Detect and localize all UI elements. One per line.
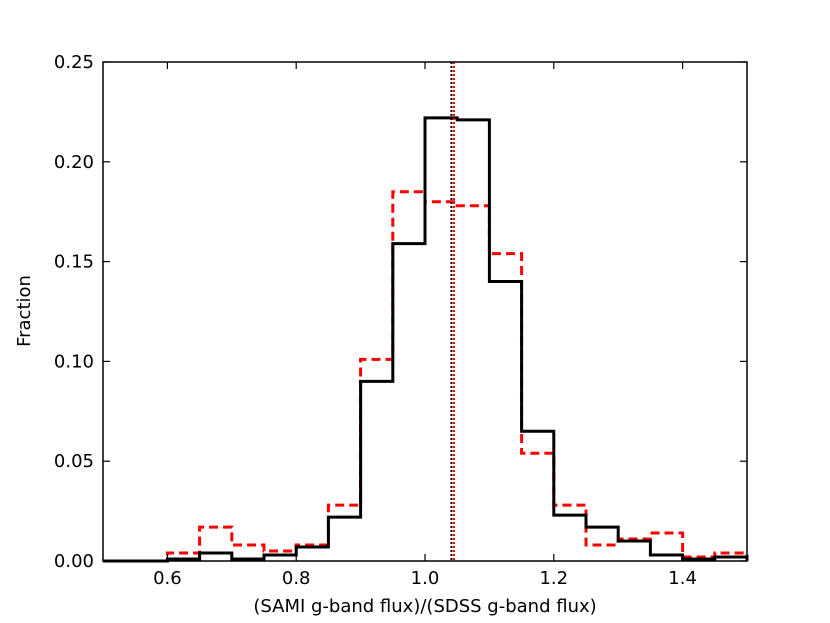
x-tick-label: 0.8 [282, 568, 311, 589]
y-tick-label: 0.20 [54, 152, 94, 173]
y-tick-label: 0.15 [54, 252, 94, 273]
x-tick-label: 1.0 [411, 568, 440, 589]
y-tick-label: 0.10 [54, 351, 94, 372]
histogram-series-solid [103, 116, 749, 563]
y-tick-label: 0.00 [54, 551, 94, 572]
histogram-series-dashed [103, 190, 749, 563]
y-axis-label: Fraction [14, 275, 35, 347]
x-tick-label: 0.6 [153, 568, 182, 589]
x-tick-label: 1.4 [668, 568, 697, 589]
y-tick-label: 0.25 [54, 52, 94, 73]
y-tick-label: 0.05 [54, 451, 94, 472]
vline-layer [450, 62, 455, 561]
ticks-layer: 0.6 0.8 1.0 1.2 1.4 0.00 0.05 0.10 0.15 0.20 0.25 [54, 52, 747, 589]
x-tick-label: 1.2 [539, 568, 568, 589]
x-axis-label: (SAMI g-band flux)/(SDSS g-band flux) [253, 596, 596, 617]
series-layer [103, 116, 749, 563]
